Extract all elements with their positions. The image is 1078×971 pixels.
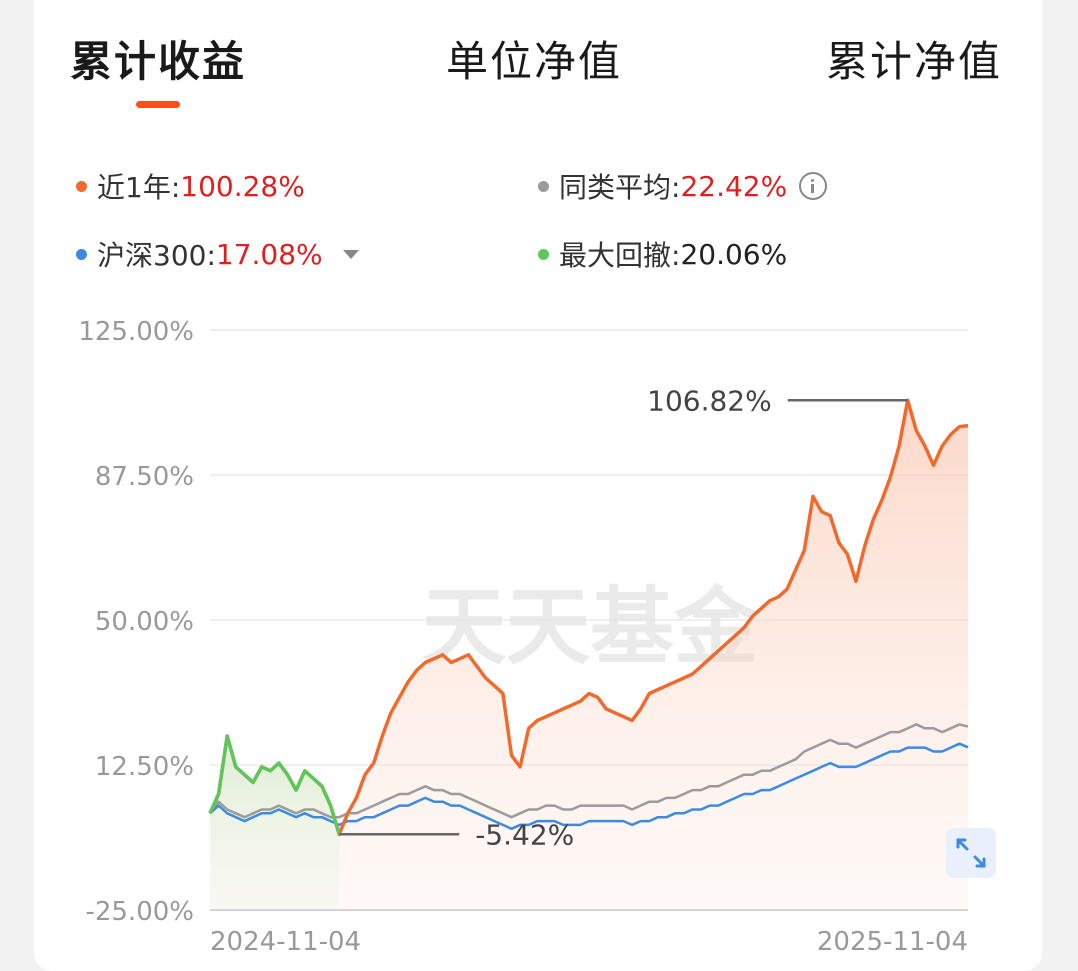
y-tick-label: -25.00% [85, 897, 194, 927]
y-tick-label: 87.50% [95, 462, 194, 492]
legend-index[interactable]: 沪深300: 17.08% [76, 234, 359, 274]
x-axis-labels: 2024-11-04 2025-11-04 [210, 927, 968, 957]
legend-drawdown-dot [538, 248, 549, 260]
min-label: -5.42% [475, 818, 574, 851]
drawdown-line [208, 734, 341, 835]
tab-cumulative-nav[interactable]: 累计净值 [826, 37, 1003, 86]
legend-peer-value: 22.42% [680, 169, 788, 203]
tab-bar: 累计收益 单位净值 累计净值 [34, 0, 1042, 120]
max-label: 106.82% [647, 384, 772, 417]
y-tick-label: 50.00% [95, 607, 194, 637]
active-tab-indicator [136, 101, 180, 108]
performance-chart: 天天基金 125.00% 87.50% 50.00% 12.50% -25.00% 20… [78, 317, 969, 957]
y-tick-label: 12.50% [95, 752, 194, 782]
y-axis-labels: 125.00% 87.50% 50.00% 12.50% -25.00% [78, 317, 194, 927]
legend-index-value: 17.08% [215, 237, 323, 271]
x-tick-label-start: 2024-11-04 [210, 927, 361, 957]
legend-peer-dot [538, 180, 549, 192]
legend-drawdown-label: 最大回撤: [559, 239, 681, 272]
legend-fund-dot [76, 180, 87, 192]
legend-fund: 近1年: 100.28% [76, 166, 305, 206]
info-icon[interactable] [799, 172, 828, 200]
legend-drawdown-value: 20.06% [680, 237, 788, 271]
tab-unit-nav[interactable]: 单位净值 [446, 37, 623, 86]
drawdown-area [210, 736, 340, 910]
watermark: 天天基金 [422, 578, 759, 676]
y-tick-label: 125.00% [78, 317, 194, 347]
x-tick-label-end: 2025-11-04 [817, 927, 968, 957]
chart-lines [208, 398, 969, 837]
chart-areas [210, 400, 968, 910]
expand-chart-button[interactable] [946, 828, 996, 878]
legend-fund-label: 近1年: [97, 171, 181, 204]
tab-cumulative-return[interactable]: 累计收益 [70, 37, 247, 86]
chart-card: 累计收益 单位净值 累计净值 近1年: 100.28% 同类平均: 22.42%… [34, 0, 1042, 971]
legend-drawdown: 最大回撤: 20.06% [538, 234, 787, 274]
fund-area [210, 400, 968, 910]
legend-index-dot [76, 248, 87, 260]
chart-annotations: 106.82% -5.42% [339, 384, 908, 851]
legend-peer-label: 同类平均: [559, 171, 681, 204]
expand-icon [956, 838, 986, 868]
caret-down-icon[interactable] [342, 249, 359, 259]
legend-fund-value: 100.28% [180, 169, 305, 203]
legend-peer: 同类平均: 22.42% [538, 166, 828, 206]
legend-index-label: 沪深300: [97, 239, 216, 272]
